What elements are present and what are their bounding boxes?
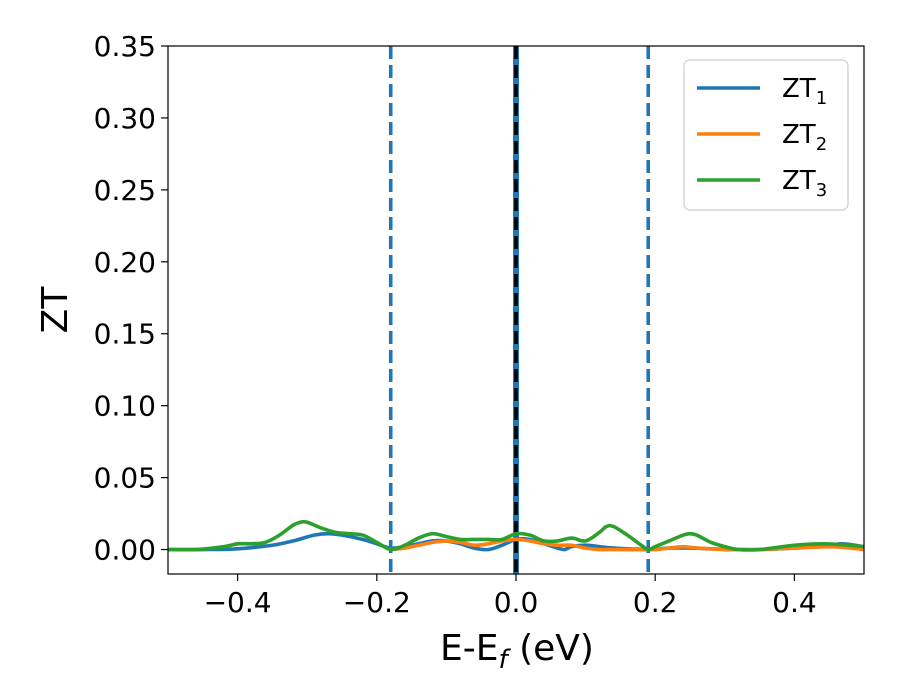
- y-tick-label: 0.15: [94, 318, 156, 351]
- x-tick-label: −0.2: [343, 586, 411, 619]
- x-axis-label-main: E-E: [440, 628, 498, 669]
- y-axis-ticks: 0.00 0.05 0.10 0.15 0.20 0.25 0.30 0.35: [94, 30, 168, 567]
- x-tick-label: 0.0: [494, 586, 539, 619]
- x-tick-label: 0.2: [633, 586, 678, 619]
- x-tick-label: −0.4: [204, 586, 272, 619]
- x-axis-ticks: −0.4 −0.2 0.0 0.2 0.4: [204, 574, 817, 619]
- y-tick-label: 0.10: [94, 390, 156, 423]
- y-tick-label: 0.25: [94, 174, 156, 207]
- series-lines: [167, 519, 865, 552]
- series-line-zt2: [390, 537, 865, 552]
- y-tick-label: 0.20: [94, 246, 156, 279]
- legend-label-zt1: ZT1: [782, 74, 827, 109]
- y-tick-label: 0.30: [94, 102, 156, 135]
- legend-label-zt3: ZT3: [782, 166, 827, 201]
- x-tick-label: 0.4: [772, 586, 817, 619]
- legend-box: [683, 59, 849, 211]
- vertical-reference-lines: [388, 46, 651, 574]
- x-axis-label: E-Ef (eV): [440, 628, 594, 675]
- y-tick-label: 0.35: [94, 30, 156, 63]
- y-tick-label: 0.05: [94, 462, 156, 495]
- y-tick-label: 0.00: [94, 534, 156, 567]
- x-axis-label-unit: (eV): [508, 628, 594, 669]
- y-axis-label: ZT: [35, 286, 76, 334]
- legend-label-zt2: ZT2: [782, 120, 827, 155]
- legend: ZT1 ZT2 ZT3: [683, 59, 849, 211]
- series-line-zt3: [167, 519, 865, 552]
